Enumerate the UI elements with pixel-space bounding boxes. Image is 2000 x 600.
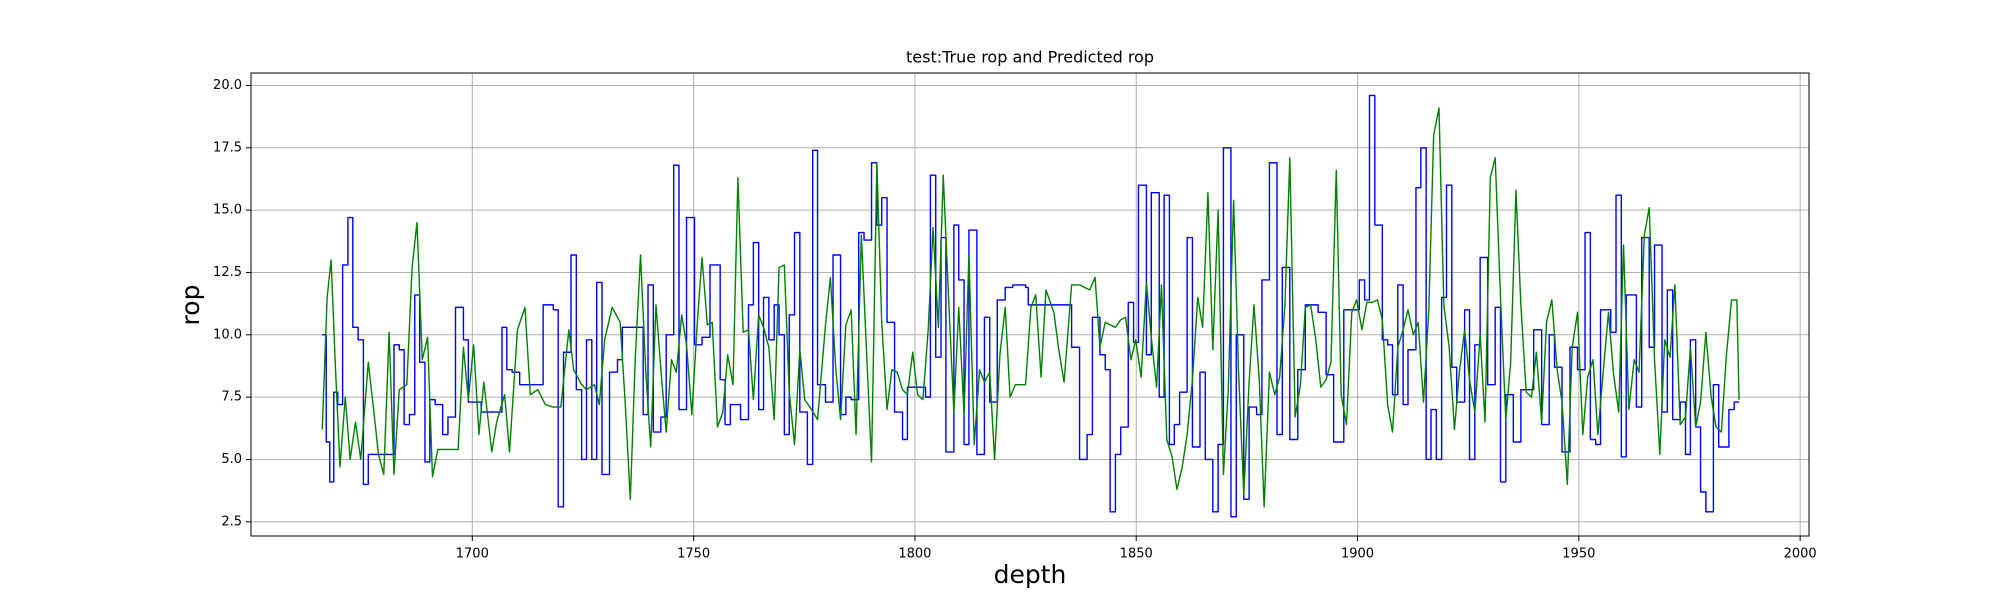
- y-tick-label: 5.0: [221, 452, 242, 467]
- x-axis-label: depth: [994, 560, 1067, 589]
- y-tick-label: 7.5: [221, 390, 242, 405]
- plot-frame: [250, 72, 1810, 537]
- chart-title: test:True rop and Predicted rop: [906, 48, 1154, 67]
- x-tick-label: 1900: [1341, 547, 1374, 562]
- x-tick-label: 1800: [898, 547, 931, 562]
- y-tick-label: 2.5: [221, 514, 242, 529]
- x-tick-label: 1700: [456, 547, 489, 562]
- x-tick-label: 1950: [1562, 547, 1595, 562]
- y-tick-label: 10.0: [213, 327, 242, 342]
- y-tick-label: 20.0: [213, 78, 242, 93]
- y-tick-label: 15.0: [213, 203, 242, 218]
- x-tick-label: 1750: [677, 547, 710, 562]
- y-tick-label: 12.5: [213, 265, 242, 280]
- data-line: [321, 107, 1740, 508]
- x-tick-label: 1850: [1120, 547, 1153, 562]
- x-tick-label: 2000: [1784, 547, 1817, 562]
- data-line: [322, 94, 1740, 518]
- y-axis-label: rop: [176, 285, 205, 326]
- y-tick-label: 17.5: [213, 140, 242, 155]
